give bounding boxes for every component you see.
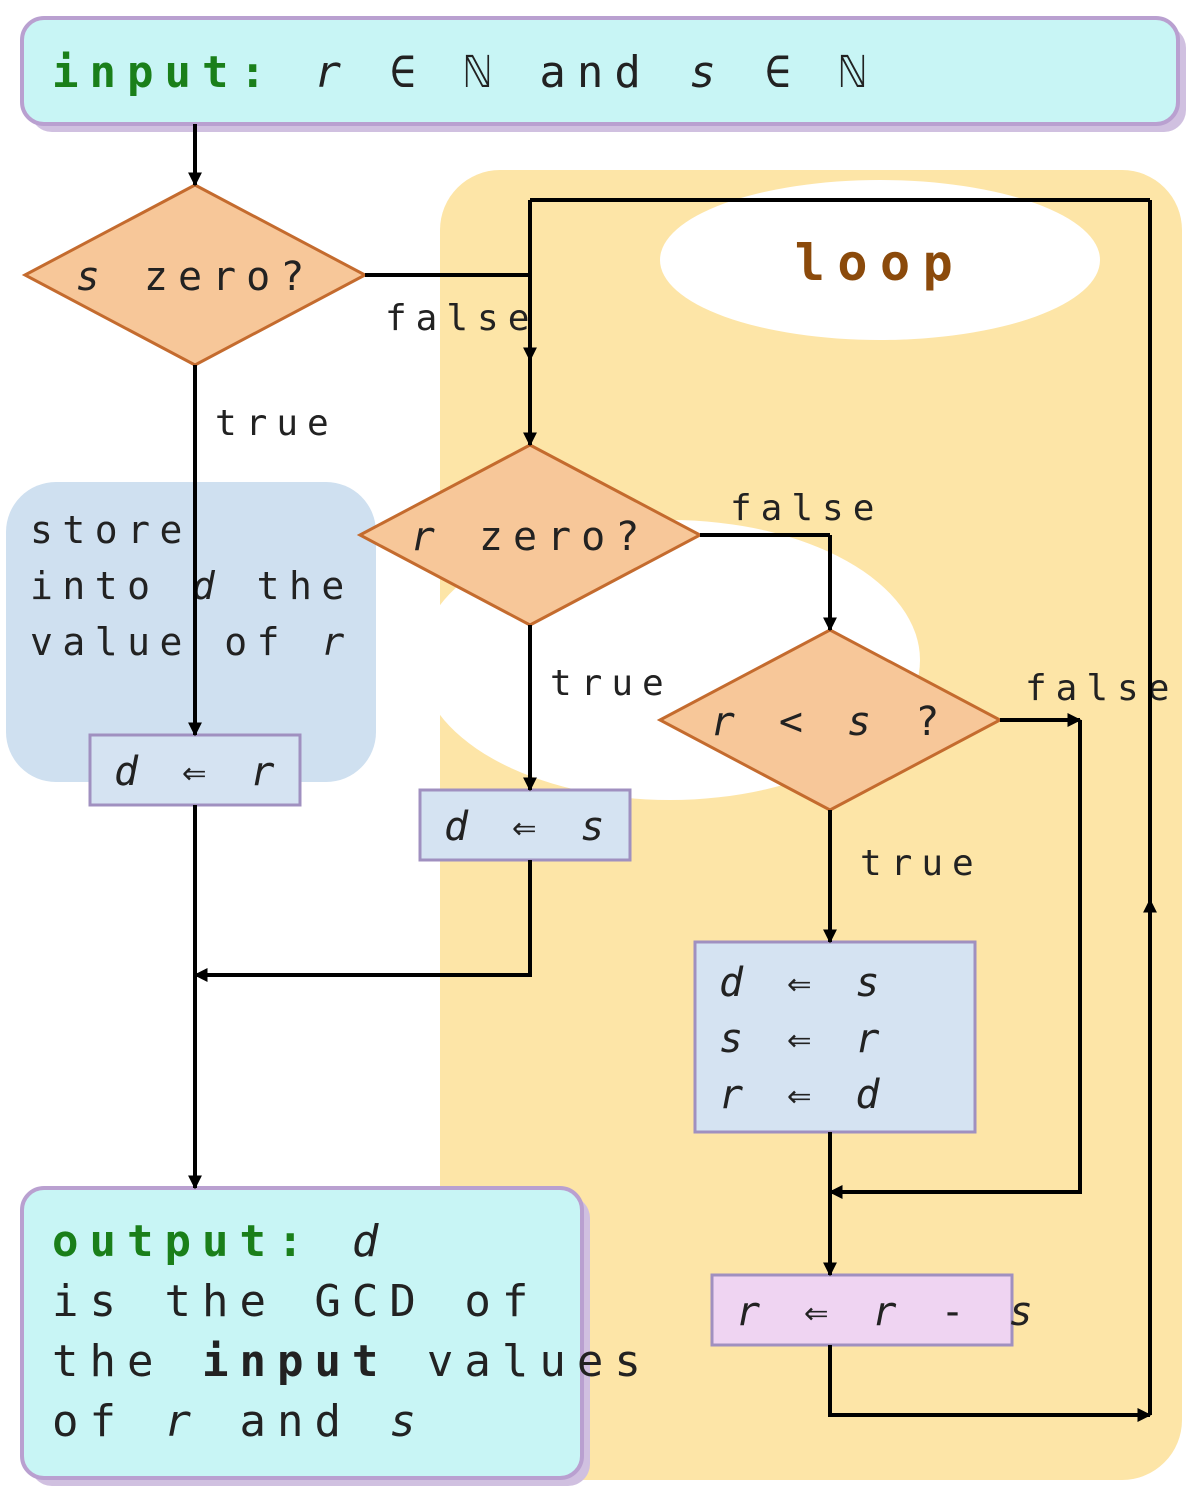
svg-text:r zero?: r zero? (411, 514, 650, 560)
svg-text:value of r: value of r (30, 620, 354, 664)
svg-text:r < s ?: r < s ? (711, 699, 950, 745)
svg-text:true: true (550, 663, 673, 704)
svg-text:into d the: into d the (30, 564, 354, 608)
svg-text:false: false (385, 298, 538, 339)
svg-text:store: store (30, 508, 192, 552)
svg-text:s ⇐ r: s ⇐ r (719, 1016, 889, 1062)
svg-text:false: false (730, 488, 883, 529)
svg-text:false: false (1025, 668, 1178, 709)
svg-text:is the GCD of: is the GCD of (52, 1276, 539, 1327)
svg-text:true: true (860, 843, 983, 884)
svg-text:s zero?: s zero? (76, 254, 315, 300)
svg-text:of r and s: of r and s (52, 1396, 427, 1447)
input-label: input: r ∈ ℕ and s ∈ ℕ (52, 47, 877, 98)
svg-text:r ⇐ d: r ⇐ d (719, 1072, 889, 1118)
svg-text:loop: loop (795, 234, 965, 292)
svg-text:r ⇐ r - s: r ⇐ r - s (736, 1289, 1043, 1335)
svg-text:d ⇐ s: d ⇐ s (444, 804, 614, 850)
svg-text:d ⇐ s: d ⇐ s (719, 960, 889, 1006)
svg-text:output: d: output: d (52, 1216, 389, 1267)
svg-text:the input values: the input values (52, 1336, 652, 1387)
svg-text:d ⇐ r: d ⇐ r (114, 749, 284, 795)
svg-text:true: true (215, 403, 338, 444)
